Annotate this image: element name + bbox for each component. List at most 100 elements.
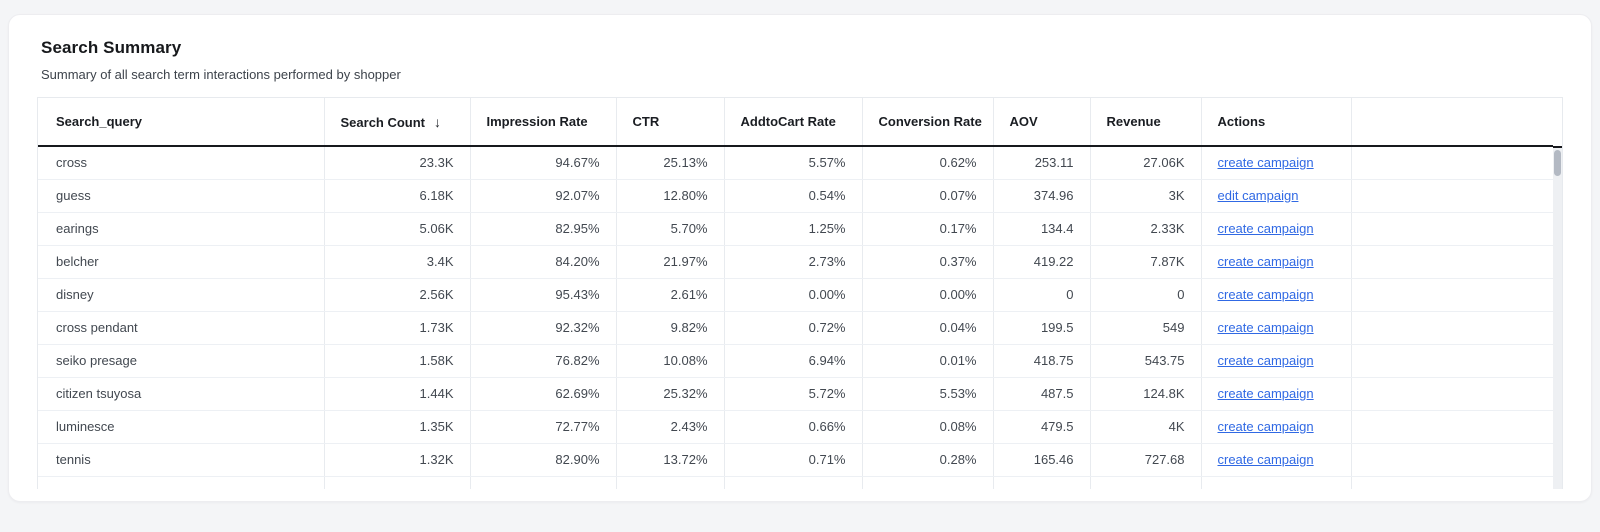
cell-impression-rate: 92.32% bbox=[470, 311, 617, 345]
action-link[interactable]: create campaign bbox=[1217, 254, 1314, 269]
cell-aov: 374.96 bbox=[993, 179, 1091, 213]
cell-conversion-rate: 0.01% bbox=[862, 344, 994, 378]
cell-search-query: cross bbox=[38, 146, 325, 180]
cell-empty bbox=[1351, 245, 1553, 279]
action-link[interactable]: create campaign bbox=[1217, 221, 1314, 236]
cell-ctr: 21.97% bbox=[616, 245, 725, 279]
cell-ctr: 12.80% bbox=[616, 179, 725, 213]
cell-conversion-rate: 0.07% bbox=[862, 179, 994, 213]
vertical-scrollbar-thumb[interactable] bbox=[1554, 150, 1561, 176]
cell-conversion-rate: 0.04% bbox=[862, 311, 994, 345]
cell-search-count: 1.73K bbox=[324, 311, 471, 345]
page-subtitle: Summary of all search term interactions … bbox=[41, 67, 401, 82]
action-link[interactable]: create campaign bbox=[1217, 353, 1314, 368]
search-summary-table: Search_query Search Count ↓ Impression Ra… bbox=[38, 98, 1553, 489]
table-row: belcher 3.4K 84.20% 21.97% 2.73% 0.37% 4… bbox=[38, 245, 1553, 279]
cell-search-count: 5.06K bbox=[324, 212, 471, 246]
cell-actions: create campaign bbox=[1201, 278, 1352, 312]
cell-actions: create campaign bbox=[1201, 344, 1352, 378]
cell-impression-rate: 72.77% bbox=[470, 410, 617, 444]
cell-revenue: 27.06K bbox=[1090, 146, 1202, 180]
cell-revenue: 7.87K bbox=[1090, 245, 1202, 279]
cell-actions: create campaign bbox=[1201, 410, 1352, 444]
cell-search-query: disney bbox=[38, 278, 325, 312]
cell-search-count bbox=[324, 476, 471, 489]
cell-search-query bbox=[38, 476, 325, 489]
cell-search-count: 3.4K bbox=[324, 245, 471, 279]
cell-revenue bbox=[1090, 476, 1202, 489]
column-header-impression-rate[interactable]: Impression Rate bbox=[470, 98, 617, 147]
cell-revenue: 2.33K bbox=[1090, 212, 1202, 246]
page-title: Search Summary bbox=[41, 38, 182, 57]
column-header-aov[interactable]: AOV bbox=[993, 98, 1091, 147]
action-link[interactable]: create campaign bbox=[1217, 452, 1314, 467]
cell-actions bbox=[1201, 476, 1352, 489]
cell-search-query: cross pendant bbox=[38, 311, 325, 345]
cell-search-query: belcher bbox=[38, 245, 325, 279]
cell-search-query: earings bbox=[38, 212, 325, 246]
cell-addtocart-rate: 0.54% bbox=[724, 179, 863, 213]
vertical-scrollbar-track[interactable] bbox=[1553, 148, 1562, 489]
column-header-revenue[interactable]: Revenue bbox=[1090, 98, 1202, 147]
cell-empty bbox=[1351, 278, 1553, 312]
cell-impression-rate: 92.07% bbox=[470, 179, 617, 213]
cell-empty bbox=[1351, 476, 1553, 489]
column-header-conversion-rate[interactable]: Conversion Rate bbox=[862, 98, 994, 147]
cell-addtocart-rate: 2.73% bbox=[724, 245, 863, 279]
cell-revenue: 549 bbox=[1090, 311, 1202, 345]
cell-empty bbox=[1351, 410, 1553, 444]
search-summary-table-viewport: Search_query Search Count ↓ Impression Ra… bbox=[37, 97, 1563, 489]
cell-search-count: 1.32K bbox=[324, 443, 471, 477]
cell-ctr: 9.82% bbox=[616, 311, 725, 345]
column-header-empty bbox=[1351, 98, 1553, 147]
action-link[interactable]: create campaign bbox=[1217, 287, 1314, 302]
cell-search-query: guess bbox=[38, 179, 325, 213]
cell-search-count: 1.44K bbox=[324, 377, 471, 411]
table-row bbox=[38, 476, 1553, 489]
table-header-row: Search_query Search Count ↓ Impression Ra… bbox=[38, 98, 1553, 147]
table-row: cross pendant 1.73K 92.32% 9.82% 0.72% 0… bbox=[38, 311, 1553, 345]
cell-impression-rate: 95.43% bbox=[470, 278, 617, 312]
action-link[interactable]: create campaign bbox=[1217, 386, 1314, 401]
cell-ctr bbox=[616, 476, 725, 489]
cell-empty bbox=[1351, 344, 1553, 378]
cell-ctr: 5.70% bbox=[616, 212, 725, 246]
cell-revenue: 0 bbox=[1090, 278, 1202, 312]
cell-aov: 419.22 bbox=[993, 245, 1091, 279]
search-summary-card: Search Summary Summary of all search ter… bbox=[8, 14, 1592, 502]
cell-addtocart-rate: 1.25% bbox=[724, 212, 863, 246]
cell-actions: create campaign bbox=[1201, 443, 1352, 477]
table-row: guess 6.18K 92.07% 12.80% 0.54% 0.07% 37… bbox=[38, 179, 1553, 213]
cell-search-count: 23.3K bbox=[324, 146, 471, 180]
action-link[interactable]: create campaign bbox=[1217, 155, 1314, 171]
cell-conversion-rate: 0.08% bbox=[862, 410, 994, 444]
cell-impression-rate bbox=[470, 476, 617, 489]
sort-descending-icon: ↓ bbox=[434, 113, 442, 130]
cell-addtocart-rate: 0.66% bbox=[724, 410, 863, 444]
cell-ctr: 25.32% bbox=[616, 377, 725, 411]
table-row: citizen tsuyosa 1.44K 62.69% 25.32% 5.72… bbox=[38, 377, 1553, 411]
cell-aov: 253.11 bbox=[993, 146, 1091, 180]
column-header-ctr[interactable]: CTR bbox=[616, 98, 725, 147]
cell-impression-rate: 82.95% bbox=[470, 212, 617, 246]
action-link[interactable]: edit campaign bbox=[1217, 188, 1299, 203]
cell-ctr: 13.72% bbox=[616, 443, 725, 477]
cell-search-count: 1.35K bbox=[324, 410, 471, 444]
table-row: tennis 1.32K 82.90% 13.72% 0.71% 0.28% 1… bbox=[38, 443, 1553, 477]
cell-aov: 199.5 bbox=[993, 311, 1091, 345]
cell-aov: 134.4 bbox=[993, 212, 1091, 246]
table-body: cross 23.3K 94.67% 25.13% 5.57% 0.62% 25… bbox=[38, 146, 1553, 489]
cell-search-query: luminesce bbox=[38, 410, 325, 444]
cell-actions: create campaign bbox=[1201, 245, 1352, 279]
cell-conversion-rate bbox=[862, 476, 994, 489]
table-row: luminesce 1.35K 72.77% 2.43% 0.66% 0.08%… bbox=[38, 410, 1553, 444]
action-link[interactable]: create campaign bbox=[1217, 419, 1314, 434]
cell-ctr: 2.43% bbox=[616, 410, 725, 444]
column-header-search-count[interactable]: Search Count ↓ bbox=[324, 98, 471, 147]
column-header-addtocart-rate[interactable]: AddtoCart Rate bbox=[724, 98, 863, 147]
cell-empty bbox=[1351, 311, 1553, 345]
header-underline-cap bbox=[1553, 146, 1562, 148]
cell-revenue: 543.75 bbox=[1090, 344, 1202, 378]
column-header-search-query[interactable]: Search_query bbox=[38, 98, 325, 147]
action-link[interactable]: create campaign bbox=[1217, 320, 1314, 335]
